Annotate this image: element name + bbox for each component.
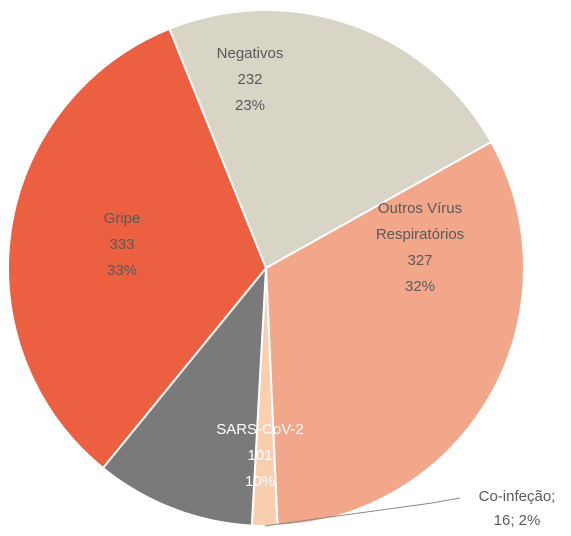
callout-label-category: Co-infeção;: [479, 488, 556, 505]
data-label-percent: 32%: [405, 278, 435, 295]
data-label-value: 232: [237, 71, 262, 88]
data-label-percent: 23%: [235, 97, 265, 114]
data-label-category: Respiratórios: [376, 226, 464, 243]
data-label-percent: 33%: [107, 262, 137, 279]
data-label-value: 101: [247, 447, 272, 464]
callout-leader-line: [264, 497, 461, 527]
callout-label-value: 16; 2%: [494, 512, 541, 529]
data-label-percent: 10%: [245, 473, 275, 490]
pie-slice-negativos: [168, 9, 493, 270]
pie-slice-outros-v-rus: [264, 140, 526, 527]
pie-slice-gripe: [7, 27, 268, 470]
data-label-category: Negativos: [217, 45, 284, 62]
data-label-category: Gripe: [104, 210, 141, 227]
data-label-value: 333: [109, 236, 134, 253]
pie-slice-sars-cov-2: [101, 264, 268, 527]
data-label-value: 327: [407, 252, 432, 269]
slices-layer: [7, 9, 526, 527]
data-label-category: Outros Vírus: [378, 200, 462, 217]
data-label-category: SARS-CoV-2: [216, 421, 304, 438]
labels-layer: Negativos 232 23% Outros Vírus Respiratórios…: [104, 45, 556, 529]
